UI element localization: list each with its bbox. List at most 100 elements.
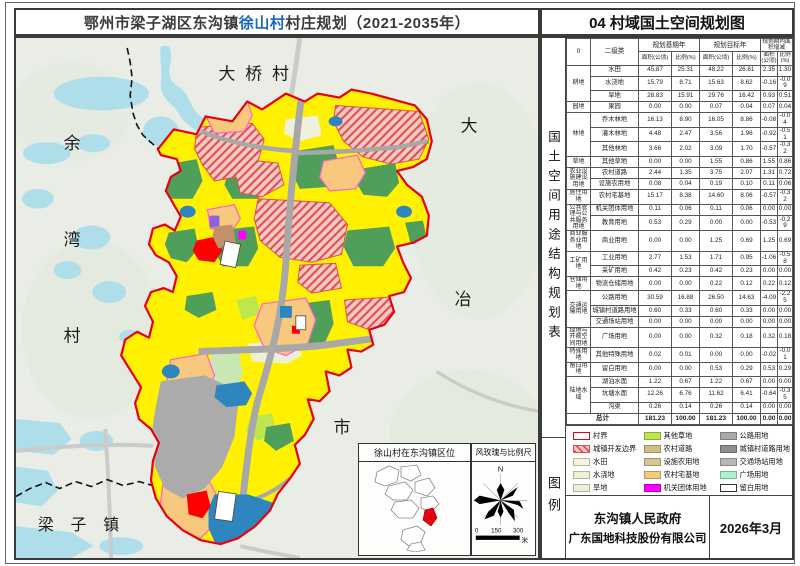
- value-cell: 0.00: [760, 305, 778, 317]
- legend-label: 留白用地: [739, 482, 769, 492]
- category-cell: 工矿用地: [566, 250, 591, 278]
- value-cell: 0.06: [732, 203, 761, 217]
- value-cell: 14.63: [732, 290, 761, 306]
- value-cell: 1.53: [671, 250, 700, 267]
- header-level1: 0: [566, 38, 591, 66]
- value-cell: -0.16: [760, 75, 778, 92]
- category-cell: 居住用地: [566, 189, 591, 205]
- subcategory-cell: 湖泊水面: [590, 375, 639, 388]
- legend-item: 城镇开发边界: [573, 444, 641, 455]
- table-row: 林地 乔木林地 16.13 8.90 16.05 8.86 -0.08 -0.04: [566, 112, 793, 157]
- value-cell: -0.64: [760, 386, 778, 403]
- value-cell: 0.67: [732, 375, 761, 388]
- legend-item: 公路用地: [719, 431, 790, 442]
- value-cell: 0.14: [732, 401, 761, 414]
- scale-bar: 0 150 300 米: [475, 528, 529, 545]
- subcategory-cell: 坑塘水面: [590, 386, 639, 403]
- table-row: 交通场站用地 0.00 0.00 0.00 0.00 0.00 0.00: [567, 316, 793, 328]
- admin-dashed-boundary: [16, 47, 160, 498]
- subheader-area-2: 面积(公顷): [699, 51, 733, 66]
- section-strip: 国土空间用途结构规划表 图例: [542, 38, 566, 558]
- value-cell: 0.00: [638, 230, 672, 252]
- value-cell: 0.11: [638, 203, 672, 217]
- map-canvas: 大桥村 余 湾 村 大 冶 市 梁子镇 徐山村在东沟镇区位: [14, 36, 540, 560]
- value-cell: 1.35: [671, 167, 700, 179]
- value-cell: 16.42: [732, 90, 761, 103]
- compass-inset: 风玫瑰与比例尺 N 0 150 300: [471, 443, 536, 556]
- value-cell: 0.01: [671, 347, 700, 363]
- wind-rose: N 0 150 300 米: [473, 465, 529, 545]
- value-cell: 1.22: [699, 375, 733, 388]
- wind-rose-petals: [473, 483, 524, 522]
- label-east-char-1: 大: [461, 115, 478, 135]
- legend-item: 水田: [573, 457, 641, 468]
- value-cell: -0.32: [777, 189, 793, 205]
- legend-label: 农村宅基地: [663, 469, 700, 479]
- table-row: 教育用地 0.53 0.29 0.00 0.00 -0.53 -0.29: [567, 215, 793, 232]
- value-cell: 0.00: [638, 276, 672, 292]
- legend-label: 广场用地: [739, 469, 769, 479]
- category-cell: 草地: [566, 156, 591, 168]
- subcategory-cell: 乔木林地: [590, 112, 639, 128]
- legend-item: 水浇地: [573, 469, 641, 480]
- subcategory-cell: 广场用地: [590, 326, 639, 349]
- total-label-cell: 总计: [566, 412, 639, 425]
- value-cell: -0.57: [760, 189, 778, 205]
- value-cell: 0.67: [671, 375, 700, 388]
- subcategory-cell: 农村宅基地: [590, 189, 639, 205]
- footer-org-line1: 东沟镇人民政府: [593, 512, 682, 526]
- value-cell: 2.77: [638, 250, 672, 267]
- value-cell: 15.91: [671, 90, 700, 103]
- legend-item: 村界: [573, 431, 641, 442]
- table-total-row: 总计 181.23 100.00 181.23 100.00 0.00 0.00: [566, 412, 793, 425]
- compass-inset-title: 风玫瑰与比例尺: [472, 444, 535, 462]
- total-value-cell: 100.00: [671, 412, 700, 425]
- value-cell: -0.04: [777, 112, 793, 128]
- value-cell: -0.35: [777, 386, 793, 403]
- table-row: 城镇村道路用地 0.60 0.33 0.60 0.33 0.00 0.00: [567, 305, 793, 317]
- legend-label: 城镇开发边界: [593, 443, 637, 453]
- value-cell: 0.32: [699, 326, 733, 349]
- value-cell: 0.00: [777, 305, 793, 317]
- legend-item: 交通场站用地: [719, 457, 790, 468]
- value-cell: 1.31: [760, 167, 778, 179]
- legend-swatch: [573, 431, 590, 441]
- value-cell: 0.00: [760, 375, 778, 388]
- total-value-cell: 100.00: [732, 412, 761, 425]
- location-inset: 徐山村在东沟镇区位: [358, 443, 471, 556]
- right-content: 0 二级类 规划基期年 规划目标年 规划期内面积增减 面积(公顷) 比例(%) …: [566, 37, 793, 558]
- header-base-year: 规划基期年: [638, 37, 700, 53]
- value-cell: 0.07: [699, 101, 733, 114]
- value-cell: 0.04: [671, 178, 700, 190]
- location-inset-title: 徐山村在东沟镇区位: [359, 444, 470, 462]
- value-cell: 26.61: [732, 64, 761, 77]
- value-cell: 0.33: [671, 305, 700, 317]
- legend-swatch: [643, 457, 661, 467]
- legend-swatch: [643, 470, 661, 480]
- subheader-ratio-2: 比例(%): [732, 51, 761, 66]
- value-cell: 15.63: [699, 75, 733, 92]
- value-cell: -0.09: [777, 75, 793, 92]
- value-cell: 0.42: [638, 265, 672, 278]
- right-panel: 国土空间用途结构规划表 图例 0 二级类 规划基期年 规划目标年 规划期内面积增…: [540, 36, 794, 560]
- total-value-cell: 0.00: [760, 412, 778, 425]
- subheader-ratio-3: 比例(%): [777, 51, 793, 66]
- value-cell: 45.87: [638, 64, 672, 77]
- table-row: 水浇地 15.79 8.71 15.63 8.62 -0.16 -0.09: [567, 75, 793, 92]
- value-cell: 0.29: [732, 362, 761, 377]
- table-row: 耕地 水田 45.87 25.31 48.22 26.61 2.35 1.30: [566, 64, 793, 103]
- value-cell: 0.93: [760, 90, 778, 103]
- total-value-cell: 181.23: [638, 412, 672, 425]
- legend-label: 水浇地: [593, 469, 615, 479]
- value-cell: 1.30: [777, 64, 793, 77]
- legend-label: 旱地: [593, 482, 608, 492]
- value-cell: 2.47: [671, 126, 700, 143]
- table-row: 工矿用地 工业用地 2.77 1.53 1.71 0.95 -1.06 -0.58: [566, 250, 793, 278]
- value-cell: -2.25: [777, 290, 793, 306]
- legend-section-strip: 图例: [542, 438, 565, 558]
- value-cell: 0.00: [732, 347, 761, 363]
- legend-swatch: [719, 483, 737, 493]
- value-cell: -0.58: [777, 250, 793, 267]
- subcategory-cell: 商业用地: [590, 230, 639, 252]
- label-south-town: 梁子镇: [38, 515, 136, 534]
